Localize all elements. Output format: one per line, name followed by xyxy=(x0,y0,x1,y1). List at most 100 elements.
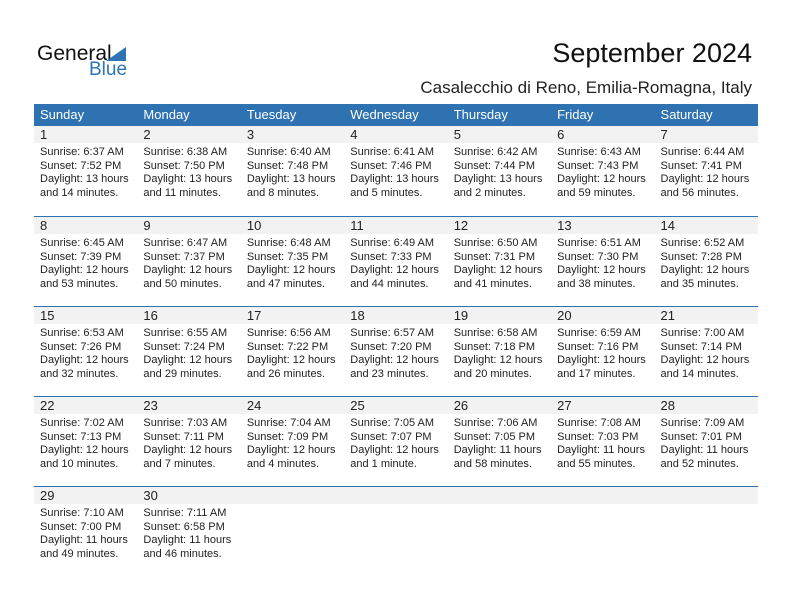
day-number: 27 xyxy=(551,397,655,414)
sunrise: Sunrise: 7:10 AM xyxy=(40,507,124,519)
daylight: Daylight: 12 hours xyxy=(246,354,336,366)
day-number: 11 xyxy=(344,217,448,234)
day-number: 23 xyxy=(137,397,241,414)
daylight-minutes: and 17 minutes. xyxy=(557,367,636,380)
daylight: Daylight: 12 hours xyxy=(350,444,439,456)
day-number: 15 xyxy=(34,307,138,324)
day-number: 21 xyxy=(654,307,758,324)
day-info: Sunrise: 7:02 AM Sunset: 7:13 PM Dayligh… xyxy=(34,414,137,471)
day-cell: 15 Sunrise: 6:53 AM Sunset: 7:26 PM Dayl… xyxy=(34,307,138,396)
weekday-monday: Monday xyxy=(143,107,190,122)
daylight-minutes: and 20 minutes. xyxy=(453,367,532,380)
weekday-wednesday: Wednesday xyxy=(350,107,419,122)
sunrise: Sunrise: 6:58 AM xyxy=(453,327,538,339)
daylight-minutes: and 26 minutes. xyxy=(246,367,326,380)
week-row: 22 Sunrise: 7:02 AM Sunset: 7:13 PM Dayl… xyxy=(34,396,758,486)
day-number: 8 xyxy=(34,217,138,234)
day-info: Sunrise: 6:40 AM Sunset: 7:48 PM Dayligh… xyxy=(241,143,344,200)
sunrise: Sunrise: 7:03 AM xyxy=(143,417,228,429)
page-title: September 2024 xyxy=(552,38,752,68)
sunrise: Sunrise: 6:56 AM xyxy=(246,327,331,339)
empty-cell xyxy=(240,487,345,576)
week-row: 8 Sunrise: 6:45 AM Sunset: 7:39 PM Dayli… xyxy=(34,216,758,306)
empty-date-band xyxy=(240,487,345,504)
daylight-minutes: and 4 minutes. xyxy=(246,457,319,470)
daylight: Daylight: 12 hours xyxy=(143,354,233,366)
day-cell: 16 Sunrise: 6:55 AM Sunset: 7:24 PM Dayl… xyxy=(137,307,241,396)
sunset: Sunset: 7:44 PM xyxy=(453,159,536,172)
day-cell: 4 Sunrise: 6:41 AM Sunset: 7:46 PM Dayli… xyxy=(344,126,448,216)
day-number: 6 xyxy=(551,126,655,143)
daylight-minutes: and 2 minutes. xyxy=(453,186,526,199)
daylight: Daylight: 12 hours xyxy=(350,264,439,276)
day-cell: 1 Sunrise: 6:37 AM Sunset: 7:52 PM Dayli… xyxy=(34,126,138,216)
day-number: 1 xyxy=(34,126,138,143)
day-cell: 22 Sunrise: 7:02 AM Sunset: 7:13 PM Dayl… xyxy=(34,397,138,486)
day-info: Sunrise: 6:57 AM Sunset: 7:20 PM Dayligh… xyxy=(344,324,447,381)
sunset: Sunset: 7:35 PM xyxy=(246,250,329,263)
sunset: Sunset: 7:07 PM xyxy=(350,430,432,443)
daylight: Daylight: 12 hours xyxy=(660,173,750,185)
sunrise: Sunrise: 6:51 AM xyxy=(557,237,641,249)
sunset: Sunset: 7:31 PM xyxy=(453,250,536,263)
day-info: Sunrise: 6:45 AM Sunset: 7:39 PM Dayligh… xyxy=(34,234,137,291)
sunset: Sunset: 7:03 PM xyxy=(557,430,639,443)
day-cell: 3 Sunrise: 6:40 AM Sunset: 7:48 PM Dayli… xyxy=(240,126,345,216)
day-info: Sunrise: 6:49 AM Sunset: 7:33 PM Dayligh… xyxy=(344,234,447,291)
daylight: Daylight: 12 hours xyxy=(660,354,750,366)
day-info: Sunrise: 7:09 AM Sunset: 7:01 PM Dayligh… xyxy=(655,414,758,471)
day-info: Sunrise: 6:41 AM Sunset: 7:46 PM Dayligh… xyxy=(344,143,447,200)
day-info: Sunrise: 6:52 AM Sunset: 7:28 PM Dayligh… xyxy=(655,234,758,291)
daylight-minutes: and 7 minutes. xyxy=(143,457,216,470)
sunset: Sunset: 7:18 PM xyxy=(453,340,536,353)
day-info: Sunrise: 6:37 AM Sunset: 7:52 PM Dayligh… xyxy=(34,143,137,200)
empty-date-band xyxy=(551,487,655,504)
day-cell: 30 Sunrise: 7:11 AM Sunset: 6:58 PM Dayl… xyxy=(137,487,241,576)
sunset: Sunset: 7:16 PM xyxy=(557,340,639,353)
day-number: 12 xyxy=(447,217,552,234)
daylight: Daylight: 12 hours xyxy=(143,444,233,456)
sunrise: Sunrise: 6:47 AM xyxy=(143,237,228,249)
sunrise: Sunrise: 6:42 AM xyxy=(453,146,538,158)
daylight-minutes: and 38 minutes. xyxy=(557,277,636,290)
day-number: 28 xyxy=(654,397,758,414)
daylight: Daylight: 13 hours xyxy=(453,173,543,185)
weekday-friday: Friday xyxy=(557,107,594,122)
week-row: 29 Sunrise: 7:10 AM Sunset: 7:00 PM Dayl… xyxy=(34,486,758,576)
empty-cell xyxy=(551,487,655,576)
sunset: Sunset: 7:05 PM xyxy=(453,430,536,443)
daylight-minutes: and 1 minute. xyxy=(350,457,417,470)
day-cell: 13 Sunrise: 6:51 AM Sunset: 7:30 PM Dayl… xyxy=(551,217,655,306)
day-info: Sunrise: 6:48 AM Sunset: 7:35 PM Dayligh… xyxy=(241,234,344,291)
day-cell: 5 Sunrise: 6:42 AM Sunset: 7:44 PM Dayli… xyxy=(447,126,552,216)
day-info: Sunrise: 6:55 AM Sunset: 7:24 PM Dayligh… xyxy=(137,324,240,381)
daylight-minutes: and 58 minutes. xyxy=(453,457,532,470)
daylight: Daylight: 11 hours xyxy=(557,444,645,456)
sunrise: Sunrise: 6:38 AM xyxy=(143,146,228,158)
day-cell: 18 Sunrise: 6:57 AM Sunset: 7:20 PM Dayl… xyxy=(344,307,448,396)
day-info: Sunrise: 6:51 AM Sunset: 7:30 PM Dayligh… xyxy=(551,234,654,291)
sunset: Sunset: 7:39 PM xyxy=(40,250,122,263)
week-row: 15 Sunrise: 6:53 AM Sunset: 7:26 PM Dayl… xyxy=(34,306,758,396)
sunrise: Sunrise: 7:05 AM xyxy=(350,417,435,429)
day-number: 2 xyxy=(137,126,241,143)
day-number: 16 xyxy=(137,307,241,324)
daylight-minutes: and 35 minutes. xyxy=(660,277,739,290)
sunset: Sunset: 7:11 PM xyxy=(143,430,224,443)
day-number: 9 xyxy=(137,217,241,234)
sunset: Sunset: 7:28 PM xyxy=(660,250,742,263)
day-cell: 29 Sunrise: 7:10 AM Sunset: 7:00 PM Dayl… xyxy=(34,487,138,576)
daylight: Daylight: 12 hours xyxy=(40,354,129,366)
day-number: 20 xyxy=(551,307,655,324)
logo-general: General xyxy=(37,42,112,65)
daylight-minutes: and 14 minutes. xyxy=(40,186,119,199)
day-info: Sunrise: 7:00 AM Sunset: 7:14 PM Dayligh… xyxy=(655,324,758,381)
logo-triangle-icon xyxy=(106,47,126,61)
daylight-minutes: and 5 minutes. xyxy=(350,186,423,199)
sunset: Sunset: 7:33 PM xyxy=(350,250,432,263)
sunset: Sunset: 7:13 PM xyxy=(40,430,122,443)
sunset: Sunset: 7:43 PM xyxy=(557,159,639,172)
day-cell: 11 Sunrise: 6:49 AM Sunset: 7:33 PM Dayl… xyxy=(344,217,448,306)
daylight: Daylight: 12 hours xyxy=(660,264,750,276)
sunset: Sunset: 7:50 PM xyxy=(143,159,225,172)
